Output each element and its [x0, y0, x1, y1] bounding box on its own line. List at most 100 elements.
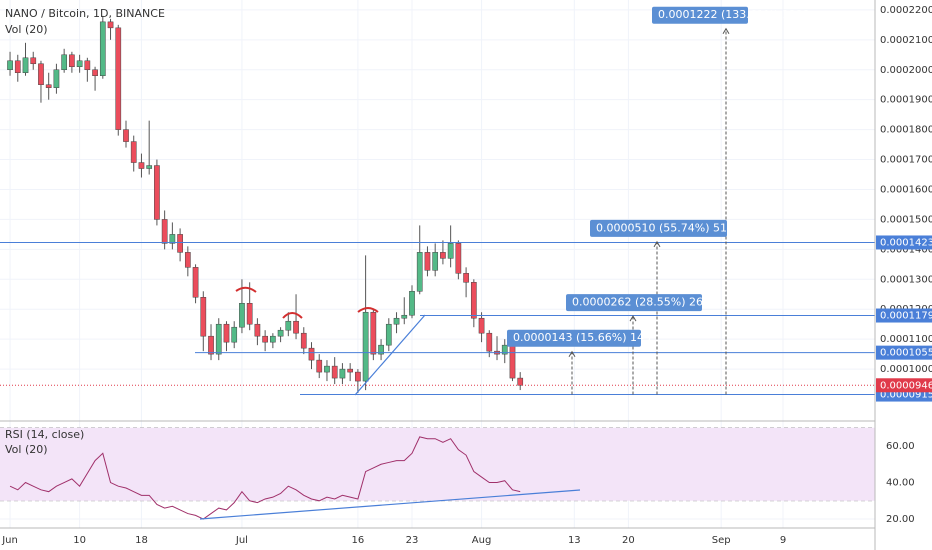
y-tick-label: 0.0001000 — [880, 364, 932, 375]
y-tick-label: 0.0001400 — [880, 244, 932, 255]
candle-body — [184, 252, 191, 268]
measure-label: 0.0000143 (15.66%) 143 — [513, 331, 651, 344]
level-tag — [876, 308, 932, 323]
candle-body — [92, 69, 98, 76]
candle-body — [146, 165, 153, 169]
rsi-volume-label: Vol (20) — [5, 443, 48, 456]
last-price-label: 0.0000946 — [880, 380, 932, 391]
candle-body — [30, 57, 37, 65]
y2-tick-label: 40.00 — [886, 478, 915, 489]
measure-label: 0.0000510 (55.74%) 510 — [596, 221, 734, 234]
volume-label: Vol (20) — [5, 23, 48, 36]
candle-body — [324, 365, 330, 373]
rsi-line — [9, 436, 521, 520]
candle-body — [416, 252, 423, 292]
candle-body — [455, 243, 462, 274]
y-tick-label: 0.0001500 — [880, 214, 932, 225]
candle-body — [393, 317, 400, 325]
arrow-head — [653, 240, 661, 248]
y-tick-label: 0.0001300 — [880, 274, 932, 285]
x-tick-label: Sep — [712, 535, 731, 546]
arrow-head — [629, 315, 637, 322]
y-tick-label: 0.0001600 — [880, 184, 932, 195]
candle-body — [285, 320, 292, 331]
candle-body — [215, 323, 222, 355]
level-tag — [876, 345, 932, 360]
x-tick-label: Jul — [235, 535, 248, 546]
candle-body — [293, 320, 299, 334]
candle-body — [223, 323, 230, 343]
candle-body — [432, 252, 439, 271]
y-tick-label: 0.0002200 — [880, 5, 932, 16]
candle-body — [262, 335, 268, 343]
candle-body — [130, 141, 137, 163]
candle-body — [424, 252, 431, 271]
arc-drawing — [235, 286, 379, 319]
measure-box — [590, 219, 727, 237]
candle-body — [347, 368, 354, 373]
candle-body — [53, 69, 60, 88]
y-tick-label: 0.0002100 — [880, 35, 932, 46]
y-tick-label: 0.0002000 — [880, 65, 932, 76]
rsi-title: RSI (14, close) — [5, 428, 84, 441]
trend-line — [354, 314, 426, 396]
marks — [0, 15, 875, 520]
x-tick-label: 16 — [352, 535, 365, 546]
y-tick-label: 0.0001100 — [880, 334, 932, 345]
candle-body — [45, 84, 52, 88]
arrow-head — [568, 350, 576, 358]
candle-body — [509, 344, 516, 379]
x-tick-label: 9 — [780, 535, 786, 546]
candle-body — [154, 165, 160, 220]
candle-body — [362, 311, 369, 382]
candle-body — [409, 291, 415, 316]
level-label: 0.0001423 — [880, 237, 932, 248]
candle-body — [208, 335, 214, 355]
candle-body — [7, 60, 13, 71]
candle-body — [22, 57, 29, 73]
candle-body — [470, 282, 477, 319]
x-tick-label: 13 — [568, 535, 581, 546]
candle-body — [447, 243, 454, 259]
trend-line — [199, 489, 581, 520]
candle-body — [123, 129, 129, 142]
candle-body — [76, 60, 83, 68]
candle-body — [69, 54, 75, 68]
candle-body — [463, 273, 469, 283]
measure-box — [507, 329, 641, 347]
y-tick-label: 0.0001700 — [880, 155, 932, 166]
candle-body — [370, 311, 377, 355]
candle-body — [339, 368, 346, 379]
candle-body — [308, 347, 315, 361]
x-tick-label: 10 — [73, 535, 86, 546]
candle-body — [331, 365, 338, 379]
candle-body — [231, 326, 238, 343]
y-tick-label: 0.0001900 — [880, 95, 932, 106]
candle-body — [254, 323, 261, 337]
candle-body — [270, 335, 276, 343]
candle-body — [385, 323, 392, 346]
y-tick-label: 0.0001800 — [880, 125, 932, 136]
candle-body — [501, 344, 508, 355]
candle-body — [192, 267, 199, 298]
chart-title: NANO / Bitcoin, 1D, BINANCE — [5, 7, 165, 20]
candle-body — [355, 371, 361, 382]
overlay: 0.0002200 0.0002100 0.0002000 0.0001900 0.00… — [1, 5, 932, 546]
candle-body — [316, 359, 323, 373]
candle-body — [138, 162, 145, 169]
candle-body — [38, 63, 44, 85]
measure-box — [566, 294, 702, 312]
x-tick-label: 23 — [406, 535, 419, 546]
candle-body — [169, 234, 176, 244]
measure-label: 0.0001222 (133.61%) 1222 — [658, 8, 810, 21]
candle-body — [161, 219, 168, 244]
candle-body — [14, 60, 21, 73]
candle-body — [177, 234, 183, 253]
candle-body — [440, 252, 446, 259]
candle-body — [115, 27, 122, 130]
y2-tick-label: 60.00 — [886, 441, 915, 452]
measure-box — [652, 6, 748, 24]
candle-body — [378, 344, 384, 355]
rsi-band — [0, 427, 875, 501]
